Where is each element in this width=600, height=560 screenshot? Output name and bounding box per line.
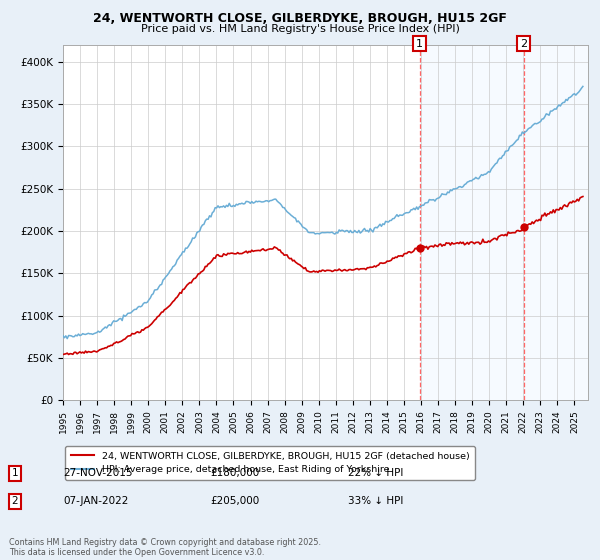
Text: 1: 1 <box>416 39 423 49</box>
Text: £205,000: £205,000 <box>210 496 259 506</box>
Text: 22% ↓ HPI: 22% ↓ HPI <box>348 468 403 478</box>
Text: 27-NOV-2015: 27-NOV-2015 <box>63 468 133 478</box>
Text: Price paid vs. HM Land Registry's House Price Index (HPI): Price paid vs. HM Land Registry's House … <box>140 24 460 34</box>
Text: 07-JAN-2022: 07-JAN-2022 <box>63 496 128 506</box>
Text: 1: 1 <box>11 468 19 478</box>
Text: Contains HM Land Registry data © Crown copyright and database right 2025.
This d: Contains HM Land Registry data © Crown c… <box>9 538 321 557</box>
Bar <box>524 45 592 400</box>
Bar <box>419 45 524 400</box>
Text: 2: 2 <box>11 496 19 506</box>
Text: 24, WENTWORTH CLOSE, GILBERDYKE, BROUGH, HU15 2GF: 24, WENTWORTH CLOSE, GILBERDYKE, BROUGH,… <box>93 12 507 25</box>
Legend: 24, WENTWORTH CLOSE, GILBERDYKE, BROUGH, HU15 2GF (detached house), HPI: Average: 24, WENTWORTH CLOSE, GILBERDYKE, BROUGH,… <box>65 446 475 480</box>
Text: 2: 2 <box>520 39 527 49</box>
Text: £180,000: £180,000 <box>210 468 259 478</box>
Text: 33% ↓ HPI: 33% ↓ HPI <box>348 496 403 506</box>
